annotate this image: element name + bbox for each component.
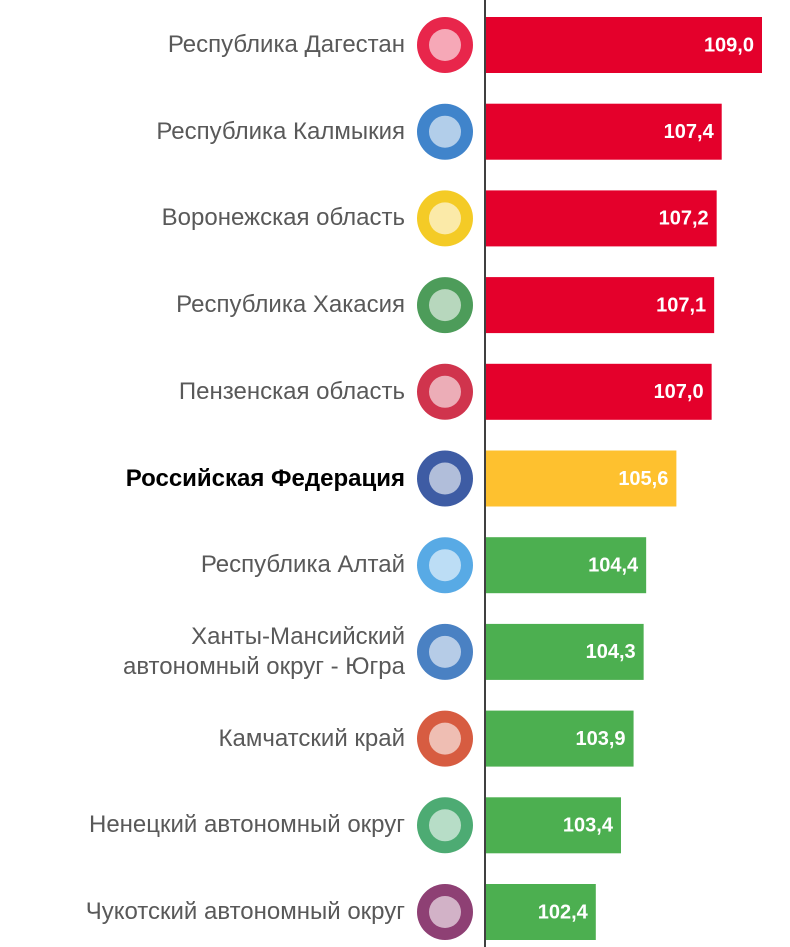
emblem-inner <box>429 289 461 322</box>
value-label: 109,0 <box>704 34 754 56</box>
value-label: 103,4 <box>563 815 614 837</box>
category-label: Пензенская область <box>178 377 405 405</box>
value-label: 104,4 <box>588 554 639 576</box>
emblem-inner <box>429 722 461 755</box>
emblem-inner <box>429 635 461 668</box>
bar <box>486 17 762 73</box>
bar <box>486 277 715 334</box>
emblem-inner <box>429 29 461 61</box>
category-label: Камчатский край <box>218 724 405 752</box>
emblem-inner <box>429 202 461 235</box>
category-label: Республика Калмыкия <box>156 117 405 145</box>
bar <box>486 103 722 160</box>
value-label: 103,9 <box>576 728 626 750</box>
bar <box>486 363 712 420</box>
category-label: Республика Дагестан <box>167 31 405 58</box>
bar <box>486 450 677 507</box>
value-label: 105,6 <box>618 468 668 490</box>
value-label: 107,2 <box>659 208 709 230</box>
emblem-inner <box>429 896 461 928</box>
category-label: Ханты-Мансийский автономный округ - Югра <box>122 622 405 680</box>
bar <box>486 884 596 940</box>
value-label: 107,0 <box>654 381 704 403</box>
emblem-inner <box>429 375 461 408</box>
value-label: 104,3 <box>586 641 636 663</box>
category-label: Российская Федерация <box>125 464 405 492</box>
category-label: Республика Хакасия <box>176 291 405 319</box>
emblem-inner <box>429 462 461 495</box>
bar <box>486 190 717 247</box>
bar <box>486 537 647 594</box>
bar <box>486 623 644 680</box>
value-label: 107,4 <box>664 121 715 143</box>
value-label: 102,4 <box>538 901 589 923</box>
emblem-inner <box>429 549 461 582</box>
category-label: Ненецкий автономный округ <box>88 811 405 839</box>
category-label: Республика Алтай <box>200 551 405 579</box>
emblem-inner <box>429 809 461 842</box>
category-label: Воронежская область <box>161 204 405 232</box>
value-label: 107,1 <box>656 294 706 316</box>
bar <box>486 797 621 854</box>
emblem-inner <box>429 115 461 148</box>
category-label: Чукотский автономный округ <box>85 898 405 925</box>
bar <box>486 710 634 767</box>
